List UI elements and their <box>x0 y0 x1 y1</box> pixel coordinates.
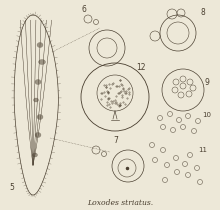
Text: Loxodes striatus.: Loxodes striatus. <box>87 199 153 207</box>
Text: 12: 12 <box>136 63 146 72</box>
Ellipse shape <box>37 114 43 119</box>
Text: 8: 8 <box>201 8 205 17</box>
Ellipse shape <box>35 80 41 84</box>
Text: 9: 9 <box>205 78 209 87</box>
Ellipse shape <box>35 133 41 138</box>
Ellipse shape <box>33 98 38 102</box>
Text: 10: 10 <box>202 112 211 118</box>
Ellipse shape <box>33 153 37 157</box>
Text: 7: 7 <box>114 136 118 145</box>
Text: 11: 11 <box>198 147 207 153</box>
Text: 5: 5 <box>9 184 15 193</box>
Text: 6: 6 <box>82 5 86 14</box>
Ellipse shape <box>37 42 43 47</box>
Ellipse shape <box>38 59 46 64</box>
